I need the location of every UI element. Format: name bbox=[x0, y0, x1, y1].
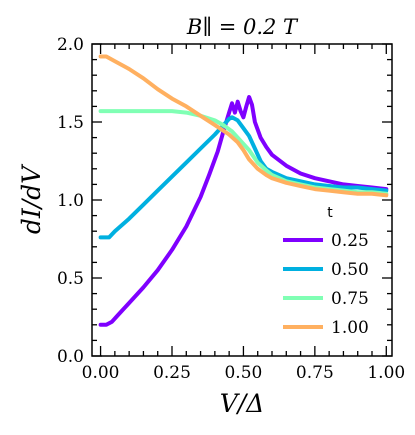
x-axis-label: V/Δ bbox=[220, 389, 265, 418]
y-axis-label: dI/dV bbox=[17, 163, 46, 234]
x-tick-label: 0.00 bbox=[82, 363, 120, 383]
y-tick-label: 2.0 bbox=[57, 35, 84, 55]
y-tick-label: 1.5 bbox=[57, 113, 84, 133]
tick-layer: 0.00 0.25 0.50 0.75 1.00 0.0 0.5 1.0 1.5 2.0 bbox=[57, 35, 405, 383]
legend-label-0.75: 0.75 bbox=[331, 289, 369, 309]
y-tick-label: 0.0 bbox=[57, 347, 84, 367]
legend: t 0.25 0.50 0.75 1.00 bbox=[283, 205, 369, 338]
x-tick-label: 1.00 bbox=[367, 363, 405, 383]
y-tick-label: 0.5 bbox=[57, 269, 84, 289]
legend-label-1.00: 1.00 bbox=[331, 318, 369, 338]
plot-frame bbox=[91, 43, 393, 357]
legend-title: t bbox=[327, 205, 333, 221]
series-layer bbox=[98, 54, 389, 327]
chart-title: B∥ = 0.2 T bbox=[186, 15, 299, 39]
x-tick-label: 0.75 bbox=[296, 363, 334, 383]
legend-label-0.50: 0.50 bbox=[331, 260, 369, 280]
series-line-1.00 bbox=[98, 54, 389, 198]
x-tick-label: 0.50 bbox=[224, 363, 262, 383]
y-tick-label: 1.0 bbox=[57, 191, 84, 211]
series-line-0.50 bbox=[98, 115, 389, 240]
series-line-0.25 bbox=[98, 95, 389, 327]
legend-label-0.25: 0.25 bbox=[331, 231, 369, 251]
x-tick-label: 0.25 bbox=[153, 363, 191, 383]
